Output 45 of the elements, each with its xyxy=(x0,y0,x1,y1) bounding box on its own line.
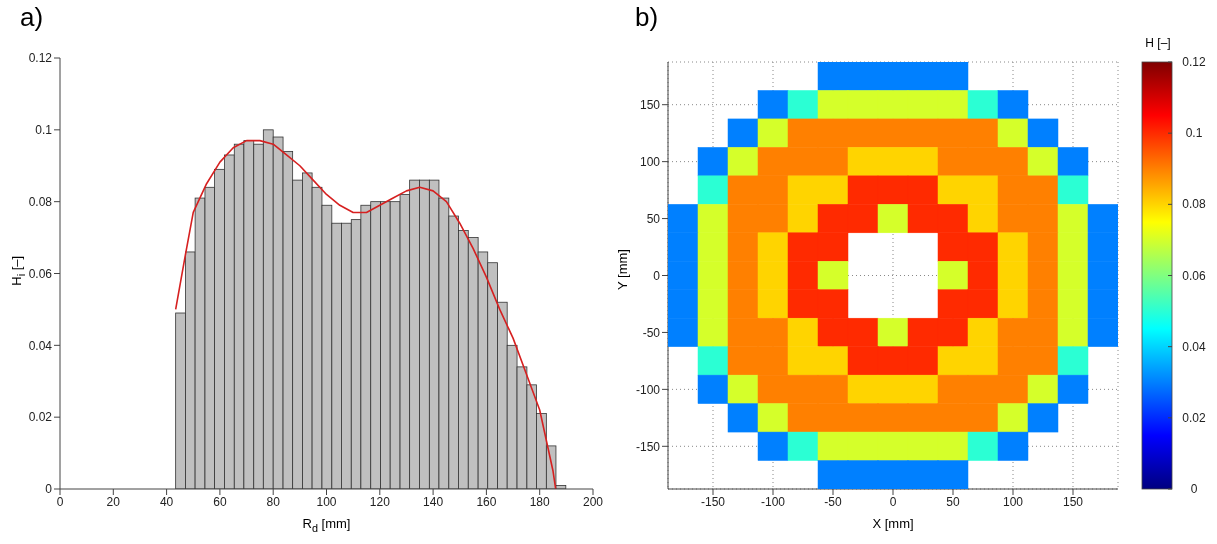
y-tick-label: -150 xyxy=(635,439,661,454)
y-tick-label: 0.06 xyxy=(28,266,53,281)
y-tick-label: 0 xyxy=(45,482,53,497)
x-tick-label: 140 xyxy=(423,494,444,509)
color-bar-label: 0 xyxy=(1190,482,1198,496)
y-axis-title: Y [mm] xyxy=(614,248,630,292)
x-tick-label: -100 xyxy=(760,494,786,509)
y-tick-label: 0.02 xyxy=(28,410,53,425)
x-axis-title: R$_{d}$ [mm] xyxy=(301,516,352,534)
x-tick-label: 180 xyxy=(529,494,551,509)
x-tick-label: -150 xyxy=(700,494,726,509)
x-tick-label: 100 xyxy=(1002,494,1024,509)
y-tick-label: 0.04 xyxy=(28,338,53,353)
y-tick-label: 100 xyxy=(639,154,661,169)
y-tick-label: 0.1 xyxy=(35,123,53,138)
x-tick-label: 100 xyxy=(316,494,337,509)
y-tick-label: 150 xyxy=(639,97,661,112)
color-bar-label: 0.04 xyxy=(1182,339,1206,354)
y-tick-label: -100 xyxy=(635,382,661,397)
x-tick-label: 200 xyxy=(582,494,604,509)
chart-title: b) xyxy=(635,2,659,33)
x-tick-label: 150 xyxy=(1062,494,1084,509)
x-tick-label: 0 xyxy=(56,494,64,509)
y-tick-label: -50 xyxy=(642,325,661,340)
x-axis-title: X [mm] xyxy=(871,516,915,531)
color-bar-label: 0.12 xyxy=(1182,55,1206,69)
y-tick-label: 0 xyxy=(653,268,661,283)
x-tick-label: 0 xyxy=(889,494,897,509)
color-bar-title: H [–] xyxy=(1144,36,1172,50)
color-bar-label: 0.02 xyxy=(1182,410,1206,425)
y-tick-label: 0.12 xyxy=(28,51,53,66)
x-tick-label: 80 xyxy=(266,494,281,509)
x-tick-label: 50 xyxy=(946,494,960,509)
x-tick-label: -50 xyxy=(824,494,842,509)
x-tick-label: 160 xyxy=(476,494,497,509)
color-bar-label: 0.1 xyxy=(1185,126,1203,141)
x-tick-label: 120 xyxy=(369,494,391,509)
y-tick-label: 0.08 xyxy=(28,194,53,209)
chart-title: a) xyxy=(20,2,44,33)
color-bar-label: 0.06 xyxy=(1182,268,1206,283)
x-tick-label: 20 xyxy=(106,494,121,509)
y-tick-label: 50 xyxy=(646,211,661,226)
color-bar-label: 0.08 xyxy=(1182,197,1206,212)
x-tick-label: 40 xyxy=(159,494,174,509)
x-tick-label: 60 xyxy=(213,494,227,509)
